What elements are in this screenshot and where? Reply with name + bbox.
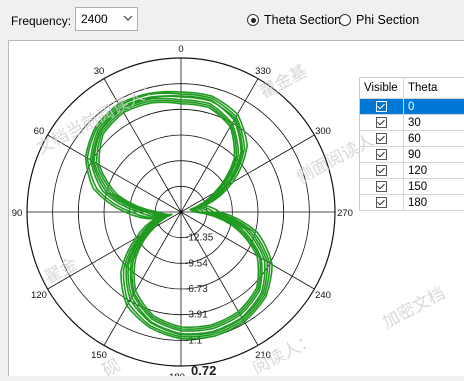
visible-checkbox[interactable] bbox=[376, 165, 387, 176]
angle-tick-label: 210 bbox=[255, 350, 271, 361]
table-row[interactable]: 180 bbox=[360, 195, 464, 211]
angle-tick-label: 0 bbox=[178, 44, 183, 55]
table-row[interactable]: 120 bbox=[360, 163, 464, 179]
angle-tick-label: 120 bbox=[31, 290, 47, 301]
radial-tick-label: -6.73 bbox=[185, 284, 208, 295]
visible-checkbox[interactable] bbox=[376, 197, 387, 208]
visible-checkbox[interactable] bbox=[376, 149, 387, 160]
table-header-row: Visible Theta bbox=[360, 78, 464, 99]
radial-tick-label: -12.35 bbox=[185, 233, 214, 244]
visible-cell bbox=[360, 115, 404, 131]
table-row[interactable]: 0 bbox=[360, 99, 464, 115]
table-row[interactable]: 90 bbox=[360, 147, 464, 163]
polar-spoke bbox=[48, 212, 181, 289]
theta-cell: 120 bbox=[404, 163, 464, 179]
visible-cell bbox=[360, 179, 404, 195]
series-line bbox=[94, 98, 262, 331]
frequency-value: 2400 bbox=[81, 12, 108, 26]
plot-panel: 0306090120150180210240270300330-12.35-9.… bbox=[8, 40, 464, 376]
theta-cell: 60 bbox=[404, 131, 464, 147]
visible-checkbox[interactable] bbox=[376, 101, 387, 112]
visible-checkbox[interactable] bbox=[376, 133, 387, 144]
visible-cell bbox=[360, 147, 404, 163]
visible-checkbox[interactable] bbox=[376, 181, 387, 192]
frequency-label: Frequency: bbox=[11, 14, 71, 28]
table-row[interactable]: 30 bbox=[360, 115, 464, 131]
radial-tick-label: -3.91 bbox=[185, 310, 208, 321]
table-row[interactable]: 60 bbox=[360, 131, 464, 147]
radial-tick-label: -9.54 bbox=[185, 258, 208, 269]
angle-tick-label: 240 bbox=[315, 290, 331, 301]
chevron-down-icon bbox=[123, 13, 133, 23]
theta-cell: 90 bbox=[404, 147, 464, 163]
frequency-select[interactable]: 2400 bbox=[75, 7, 138, 31]
phi-radio-dot[interactable] bbox=[339, 14, 351, 26]
visible-cell bbox=[360, 99, 404, 115]
column-header-visible[interactable]: Visible bbox=[360, 78, 404, 99]
theta-cell: 0 bbox=[404, 99, 464, 115]
angle-tick-label: 60 bbox=[34, 126, 45, 137]
toolbar: Frequency: 2400 Theta Section Phi Sectio… bbox=[0, 0, 464, 40]
table-row[interactable]: 150 bbox=[360, 179, 464, 195]
angle-tick-label: 30 bbox=[94, 66, 105, 77]
theta-section-label: Theta Section bbox=[264, 13, 341, 27]
angle-tick-label: 330 bbox=[255, 66, 271, 77]
theta-cell: 30 bbox=[404, 115, 464, 131]
angle-tick-label: 300 bbox=[315, 126, 331, 137]
angle-tick-label: 150 bbox=[91, 350, 107, 361]
polar-spoke bbox=[181, 212, 314, 289]
theta-radio-dot[interactable] bbox=[247, 14, 259, 26]
angle-tick-label: 90 bbox=[12, 208, 23, 219]
visible-checkbox[interactable] bbox=[376, 117, 387, 128]
angle-tick-label: 180 bbox=[169, 372, 185, 376]
visible-cell bbox=[360, 163, 404, 179]
theta-cell: 180 bbox=[404, 195, 464, 211]
column-header-theta[interactable]: Theta bbox=[404, 78, 464, 99]
visible-cell bbox=[360, 195, 404, 211]
visible-cell bbox=[360, 131, 404, 147]
radial-tick-label: 0.72 bbox=[191, 363, 216, 376]
angle-tick-label: 270 bbox=[337, 208, 353, 219]
theta-cell: 150 bbox=[404, 179, 464, 195]
phi-section-label: Phi Section bbox=[356, 13, 419, 27]
